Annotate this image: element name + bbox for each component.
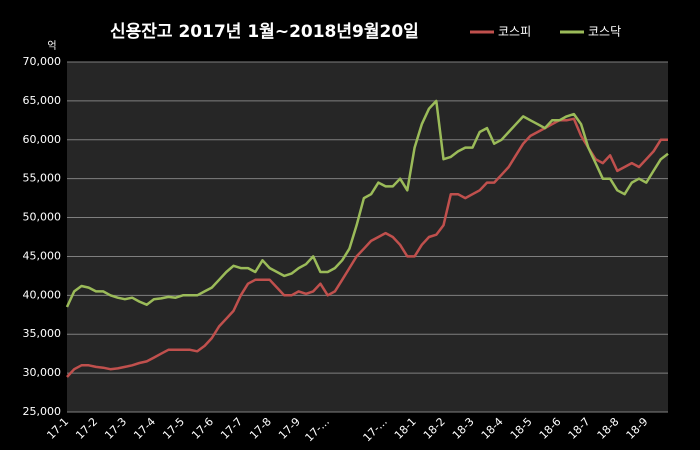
y-tick-label: 65,000 — [23, 94, 62, 107]
series-line — [65, 99, 669, 308]
legend-label: 코스피 — [498, 25, 531, 39]
y-tick-label: 70,000 — [23, 55, 62, 68]
y-tick-label: 35,000 — [23, 327, 62, 340]
plot-area — [67, 62, 668, 412]
y-tick-label: 55,000 — [23, 172, 62, 185]
series-line — [66, 117, 668, 378]
y-unit: 억 — [47, 40, 56, 52]
y-tick-label: 30,000 — [23, 366, 62, 379]
chart-title: 신용잔고 2017년 1월~2018년9월20일 — [110, 22, 419, 42]
y-tick-label: 60,000 — [23, 133, 62, 146]
y-tick-label: 50,000 — [23, 211, 62, 224]
legend-label: 코스닥 — [588, 25, 621, 39]
y-tick-label: 25,000 — [23, 405, 62, 418]
y-tick-label: 45,000 — [23, 249, 62, 262]
y-tick-label: 40,000 — [23, 288, 62, 301]
